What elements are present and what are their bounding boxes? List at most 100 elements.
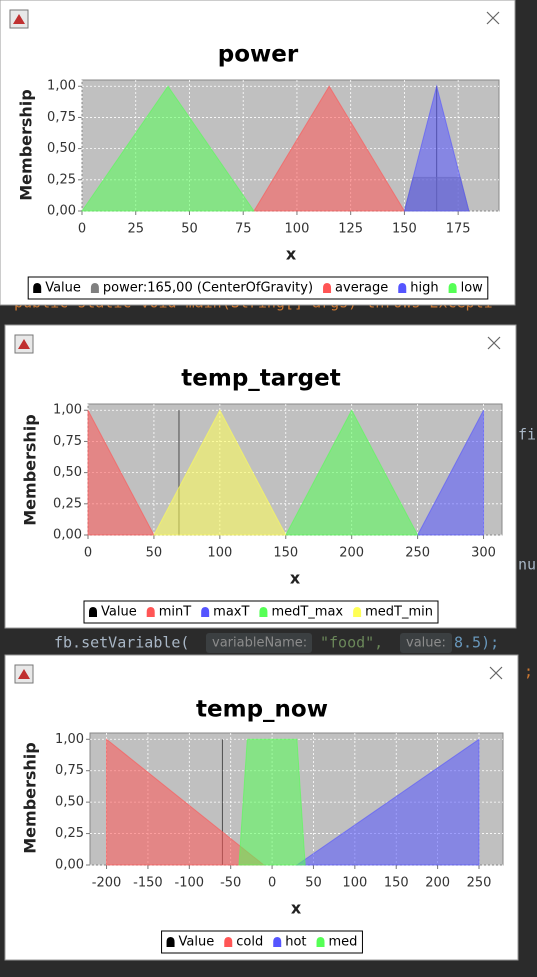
y-tick-label: 0,75 — [47, 110, 76, 125]
legend-swatch — [201, 607, 210, 617]
x-axis-label: x — [291, 899, 302, 918]
membership-area — [106, 738, 266, 866]
chart-title: temp_now — [196, 697, 328, 723]
param-hint-box — [206, 633, 312, 653]
y-tick-label: 0,00 — [47, 204, 76, 219]
legend-swatch — [323, 283, 332, 293]
x-tick-label: 25 — [127, 222, 144, 237]
y-tick-label: 0,00 — [53, 528, 82, 543]
legend-label: med — [329, 935, 358, 950]
legend-label: Value — [179, 935, 215, 950]
x-tick-label: 150 — [273, 546, 298, 561]
x-tick-label: 250 — [467, 876, 492, 891]
membership-area — [416, 410, 485, 536]
x-tick-label: 200 — [339, 546, 364, 561]
y-tick-label: 0,50 — [53, 465, 82, 480]
legend-swatch — [146, 607, 155, 617]
chart-title: power — [218, 42, 299, 68]
x-tick-label: -200 — [92, 876, 122, 891]
membership-area — [295, 738, 480, 866]
x-axis-label: x — [286, 245, 297, 264]
legend-label: high — [410, 281, 438, 296]
code-fragment: ; — [524, 663, 533, 681]
legend-swatch — [398, 283, 407, 293]
membership-area — [153, 409, 287, 536]
membership-area — [284, 409, 419, 536]
y-tick-label: 0,50 — [55, 795, 84, 810]
y-tick-label: 0,75 — [55, 763, 84, 778]
y-tick-label: 0,00 — [55, 858, 84, 873]
legend-swatch — [89, 607, 97, 617]
code-number: 8.5); — [454, 634, 499, 652]
app-icon-glyph — [18, 669, 30, 679]
y-tick-label: 0,25 — [53, 496, 82, 511]
legend-swatch — [259, 607, 268, 617]
membership-area — [87, 410, 155, 536]
param-hint: variableName: — [212, 636, 307, 651]
chart-window: temp_target 0,00 0,25 0,50 0,75 1,00 0 50 100 150… — [4, 324, 517, 629]
y-tick-label: 1,00 — [55, 732, 84, 747]
x-axis-label: x — [290, 569, 301, 588]
chart-window: temp_now 0,00 0,25 0,50 0,75 1,00 -200 -150 -100… — [4, 654, 519, 961]
legend-label: medT_max — [271, 605, 343, 620]
legend — [27, 276, 489, 300]
x-tick-label: 175 — [446, 222, 471, 237]
legend-label: hot — [285, 935, 306, 950]
close-button[interactable] — [486, 11, 500, 25]
x-tick-label: -150 — [133, 876, 163, 891]
y-tick-label: 1,00 — [53, 403, 82, 418]
x-tick-label: 0 — [268, 876, 276, 891]
x-tick-label: 0 — [84, 546, 92, 561]
x-tick-label: 100 — [285, 222, 310, 237]
y-tick-label: 0,75 — [53, 434, 82, 449]
legend-swatch — [316, 937, 325, 947]
legend — [161, 930, 363, 954]
x-tick-label: -100 — [175, 876, 205, 891]
y-axis-label: Membership — [21, 742, 40, 854]
x-tick-label: 150 — [384, 876, 409, 891]
code-string: "food", — [320, 634, 383, 652]
x-tick-label: 50 — [146, 546, 163, 561]
x-tick-label: 75 — [235, 222, 252, 237]
legend-label: minT — [159, 605, 192, 620]
x-tick-label: 100 — [207, 546, 232, 561]
legend-label: average — [335, 281, 388, 296]
close-button[interactable] — [489, 666, 503, 680]
app-icon-glyph — [18, 339, 30, 349]
x-tick-label: 125 — [338, 222, 363, 237]
legend-swatch — [273, 937, 282, 947]
membership-area — [253, 85, 406, 212]
legend-label: cold — [236, 935, 263, 950]
y-tick-label: 0,25 — [55, 826, 84, 841]
chart-window: power 0,00 0,25 0,50 0,75 1,00 0 25 50 75 100 125 15… — [0, 0, 516, 306]
legend-swatch — [90, 283, 99, 293]
legend-label: medT_min — [365, 605, 433, 620]
x-tick-label: 150 — [392, 222, 417, 237]
y-axis-label: Membership — [21, 414, 40, 526]
x-tick-label: 300 — [471, 546, 496, 561]
x-tick-label: 100 — [342, 876, 367, 891]
x-tick-label: 50 — [305, 876, 322, 891]
membership-area — [403, 84, 470, 212]
x-tick-label: 0 — [78, 222, 86, 237]
x-tick-label: 250 — [405, 546, 430, 561]
code-fragment: fil — [518, 426, 537, 444]
x-tick-label: 50 — [181, 222, 198, 237]
membership-area — [238, 738, 306, 866]
code-call: fb.setVariable( — [54, 634, 189, 652]
membership-area — [81, 85, 255, 212]
param-hint-box — [400, 633, 452, 653]
legend-label: maxT — [213, 605, 249, 620]
y-axis-label: Membership — [17, 89, 36, 201]
chart-title: temp_target — [181, 366, 340, 392]
legend-swatch — [33, 283, 42, 293]
y-tick-label: 1,00 — [47, 79, 76, 94]
close-button[interactable] — [487, 336, 501, 350]
app-icon-glyph — [13, 14, 25, 24]
x-tick-label: -50 — [220, 876, 241, 891]
legend-swatch — [166, 937, 175, 947]
legend-swatch — [353, 607, 362, 617]
legend-label: Value — [45, 281, 81, 296]
